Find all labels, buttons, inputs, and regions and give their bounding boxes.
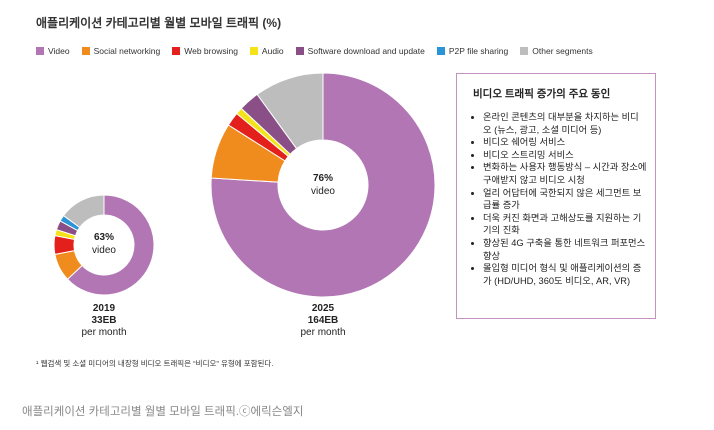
donut-slice-other-segments: [256, 72, 324, 150]
driver-item: 더욱 커진 화면과 고해상도를 지원하는 기기의 진화: [483, 212, 647, 237]
image-caption: 애플리케이션 카테고리별 월별 모바일 트래픽.ⓒ에릭슨엘지: [22, 406, 304, 418]
chart-title: 애플리케이션 카테고리별 월별 모바일 트래픽 (%): [36, 16, 282, 30]
chart-panel: 애플리케이션 카테고리별 월별 모바일 트래픽 (%) Video Social…: [22, 0, 694, 384]
legend-label: Social networking: [93, 46, 161, 56]
donut-slice-video: [210, 72, 436, 298]
year: 2019: [92, 303, 116, 314]
center-percent: 76%: [312, 173, 333, 184]
year-label-2019: 2019 33EB per month: [74, 303, 134, 339]
legend-swatch: [249, 47, 258, 55]
legend-swatch: [81, 47, 90, 55]
driver-item: 변화하는 사용자 행동방식 – 시간과 장소에 구애받지 않고 비디오 시청: [483, 161, 647, 186]
legend-label: P2P file sharing: [448, 46, 509, 56]
donut-2019-center-label: 63% video: [75, 231, 133, 257]
donut-slice-other-segments: [62, 194, 105, 229]
driver-item: 온라인 콘텐츠의 대부분을 차지하는 비디오 (뉴스, 광고, 소셜 미디어 등…: [483, 111, 647, 136]
year: 2025: [311, 303, 335, 314]
unit: per month: [300, 327, 346, 338]
legend-swatch: [295, 47, 304, 55]
donut-2019: [53, 194, 155, 296]
legend-swatch: [172, 47, 181, 55]
legend-swatch: [36, 47, 44, 55]
legend-item-video: Video: [36, 46, 70, 56]
legend-item-web: Web browsing: [172, 46, 238, 56]
donut-slice-video: [66, 194, 155, 296]
driver-item: 몰입형 미디어 형식 및 애플리케이션의 증가 (HD/UHD, 360도 비디…: [483, 262, 647, 287]
legend-item-software: Software download and update: [295, 46, 425, 56]
legend-item-other: Other segments: [520, 46, 593, 56]
legend-item-audio: Audio: [249, 46, 284, 56]
legend-label: Video: [48, 46, 70, 56]
driver-item: 향상된 4G 구축을 통한 네트워크 퍼포먼스 향상: [483, 237, 647, 262]
year-label-2025: 2025 164EB per month: [288, 303, 358, 339]
footnote: ¹ 웹검색 및 소셜 미디어의 내장형 비디오 트래픽은 “비디오” 유형에 포…: [36, 359, 274, 368]
unit: per month: [81, 327, 127, 338]
donut-2025: [210, 72, 436, 298]
volume: 164EB: [307, 315, 339, 326]
legend-item-social: Social networking: [81, 46, 161, 56]
center-text: video: [92, 245, 116, 256]
volume: 33EB: [91, 315, 117, 326]
legend-swatch: [436, 47, 445, 55]
drivers-list: 온라인 콘텐츠의 대부분을 차지하는 비디오 (뉴스, 광고, 소셜 미디어 등…: [457, 111, 655, 287]
video-drivers-box: 비디오 트래픽 증가의 주요 동인 온라인 콘텐츠의 대부분을 차지하는 비디오…: [456, 73, 656, 319]
legend-label: Web browsing: [184, 46, 238, 56]
legend-item-p2p: P2P file sharing: [436, 46, 509, 56]
legend-label: Software download and update: [307, 46, 425, 56]
legend-swatch: [520, 47, 529, 55]
legend-label: Audio: [261, 46, 284, 56]
drivers-heading: 비디오 트래픽 증가의 주요 동인: [473, 88, 611, 100]
donut-2025-center-label: 76% video: [288, 172, 358, 198]
driver-item: 비디오 쉐어링 서비스: [483, 136, 647, 149]
driver-item: 비디오 스트리밍 서비스: [483, 149, 647, 162]
donut-charts: [53, 72, 436, 298]
driver-item: 얼리 어답터에 국한되지 않은 세그먼트 보급률 증가: [483, 187, 647, 212]
legend-label: Other segments: [532, 46, 593, 56]
legend: Video Social networking Web browsing Aud…: [36, 44, 593, 58]
center-percent: 63%: [93, 232, 114, 243]
center-text: video: [311, 186, 335, 197]
